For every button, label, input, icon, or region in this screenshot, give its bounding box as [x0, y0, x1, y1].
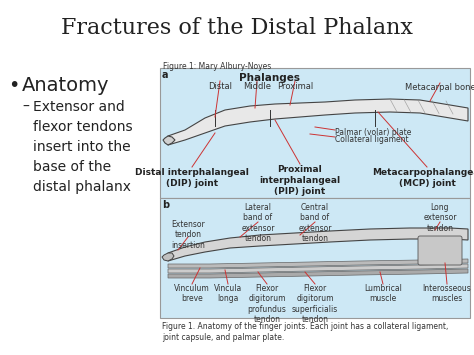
- Text: Flexor
digitorum
superficialis
tendon: Flexor digitorum superficialis tendon: [292, 284, 338, 324]
- Text: Extensor
tendon
insertion: Extensor tendon insertion: [171, 220, 205, 250]
- Text: Distal: Distal: [208, 82, 232, 91]
- Polygon shape: [168, 269, 468, 278]
- Text: Fractures of the Distal Phalanx: Fractures of the Distal Phalanx: [61, 17, 413, 39]
- FancyBboxPatch shape: [418, 236, 462, 265]
- Text: Proximal
interphalangeal
(PIP) joint: Proximal interphalangeal (PIP) joint: [259, 165, 340, 196]
- Polygon shape: [163, 136, 175, 145]
- Text: Interosseous
muscles: Interosseous muscles: [423, 284, 471, 304]
- Text: Anatomy: Anatomy: [22, 76, 109, 95]
- Text: Flexor
digitorum
profundus
tendon: Flexor digitorum profundus tendon: [247, 284, 286, 324]
- Polygon shape: [168, 99, 468, 145]
- Text: Long
extensor
tendon: Long extensor tendon: [423, 203, 457, 233]
- Polygon shape: [168, 228, 468, 261]
- Text: Palmar (volar) plate: Palmar (volar) plate: [335, 128, 411, 137]
- Text: b: b: [162, 200, 169, 210]
- Text: Collateral ligament: Collateral ligament: [335, 135, 409, 144]
- Polygon shape: [168, 264, 468, 273]
- Text: Distal interphalangeal
(DIP) joint: Distal interphalangeal (DIP) joint: [135, 168, 249, 188]
- Polygon shape: [168, 259, 468, 268]
- Text: a: a: [162, 70, 168, 80]
- Text: Figure 1. Anatomy of the finger joints. Each joint has a collateral ligament,
jo: Figure 1. Anatomy of the finger joints. …: [162, 322, 448, 342]
- Text: Phalanges: Phalanges: [239, 73, 301, 83]
- Text: Vincula
longa: Vincula longa: [214, 284, 242, 304]
- Text: Metacarpal bone: Metacarpal bone: [405, 83, 474, 92]
- Text: Central
band of
extensor
tendon: Central band of extensor tendon: [298, 203, 332, 243]
- Text: Extensor and
flexor tendons
insert into the
base of the
distal phalanx: Extensor and flexor tendons insert into …: [33, 100, 133, 194]
- Text: Proximal: Proximal: [277, 82, 313, 91]
- FancyBboxPatch shape: [160, 68, 470, 198]
- Text: Vinculum
breve: Vinculum breve: [174, 284, 210, 304]
- Text: Lumbrical
muscle: Lumbrical muscle: [364, 284, 402, 304]
- FancyBboxPatch shape: [160, 198, 470, 318]
- Polygon shape: [162, 253, 174, 261]
- Text: •: •: [8, 76, 19, 95]
- Text: Lateral
band of
extensor
tendon: Lateral band of extensor tendon: [241, 203, 275, 243]
- Text: Middle: Middle: [243, 82, 271, 91]
- Text: Figure 1: Mary Albury-Noyes: Figure 1: Mary Albury-Noyes: [163, 62, 271, 71]
- Text: –: –: [22, 100, 29, 114]
- Text: Metacarpophalangeal
(MCP) joint: Metacarpophalangeal (MCP) joint: [372, 168, 474, 188]
